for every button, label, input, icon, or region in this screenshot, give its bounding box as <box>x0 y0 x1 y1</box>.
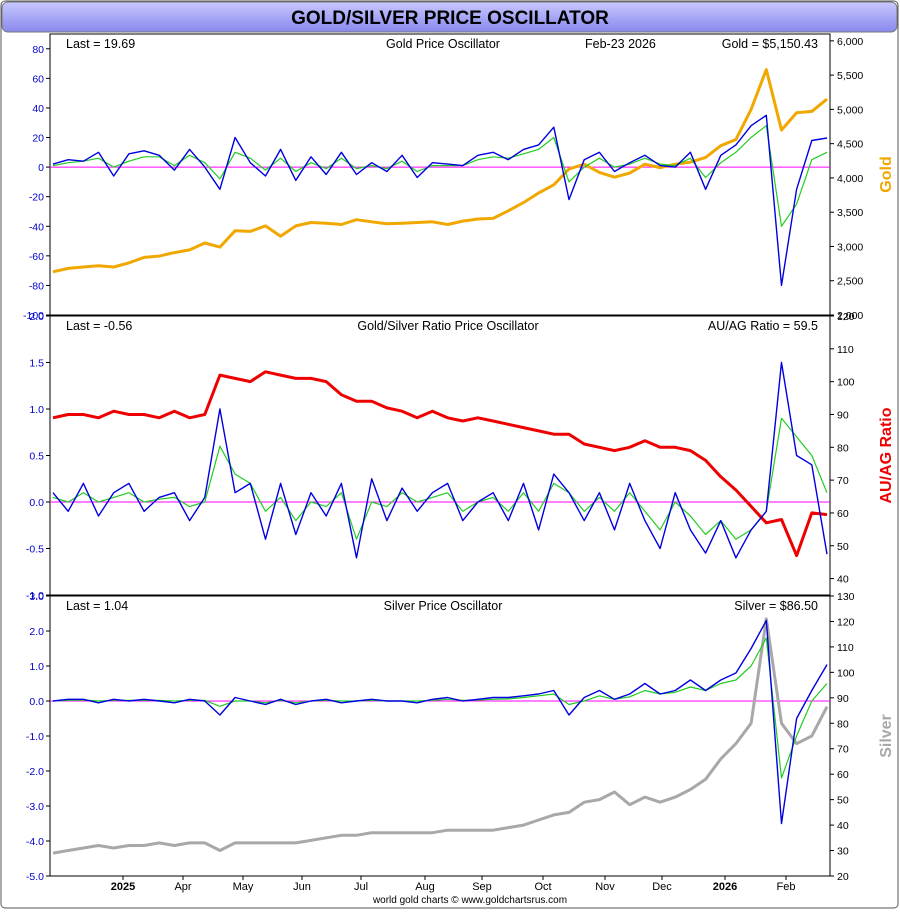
x-tick-label: 2025 <box>111 881 135 893</box>
right-tick-label: 110 <box>837 344 854 356</box>
x-tick-label: 2026 <box>713 881 737 893</box>
right-tick-label: 120 <box>837 616 855 628</box>
right-tick-label: 5,500 <box>837 70 863 82</box>
right-tick-label: 80 <box>837 718 849 730</box>
x-tick-label: Jun <box>293 881 311 893</box>
panel-title: Gold/Silver Ratio Price Oscillator <box>357 319 538 333</box>
right-tick-label: 60 <box>837 769 849 781</box>
left-tick-label: 1.0 <box>29 404 44 416</box>
left-tick-label: -1.0 <box>26 590 44 602</box>
right-tick-label: 20 <box>837 871 849 883</box>
right-tick-label: 90 <box>837 409 849 421</box>
price-value-label: Gold = $5,150.43 <box>722 37 818 51</box>
right-tick-label: 50 <box>837 795 849 807</box>
left-tick-label: -5.0 <box>26 871 44 883</box>
oscillator-series-line <box>52 619 828 825</box>
right-tick-label: 60 <box>837 508 849 520</box>
x-tick-label: May <box>233 881 254 893</box>
left-tick-label: 60 <box>32 73 44 85</box>
left-tick-label: -0.5 <box>26 544 44 556</box>
right-tick-label: 2,000 <box>837 310 863 322</box>
right-axis-title: AU/AG Ratio <box>878 407 895 503</box>
signal-series-line <box>52 417 828 540</box>
x-tick-label: Nov <box>595 881 615 893</box>
left-tick-label: -20 <box>29 192 44 204</box>
right-tick-label: 30 <box>837 846 849 858</box>
plot-area <box>49 315 831 596</box>
left-tick-label: 40 <box>32 103 44 115</box>
left-tick-label: 0.0 <box>29 696 44 708</box>
right-axis-title: Gold <box>878 156 895 192</box>
last-value-label: Last = 1.04 <box>66 599 128 613</box>
left-tick-label: 2.0 <box>29 311 44 323</box>
left-tick-label: -40 <box>29 221 44 233</box>
x-tick-label: Jul <box>354 881 368 893</box>
last-value-label: Last = -0.56 <box>66 319 132 333</box>
chart-title: GOLD/SILVER PRICE OSCILLATOR <box>291 8 609 29</box>
panel-1: 80 60 40 20 0 -20 -40 -60 -80 -100 6,000 5,500 5,000… <box>23 33 895 322</box>
left-tick-label: -2.0 <box>26 766 44 778</box>
title-bar <box>1 1 898 33</box>
right-tick-label: 3,500 <box>837 207 863 219</box>
right-tick-label: 4,000 <box>837 173 863 185</box>
left-tick-label: 1.0 <box>29 661 44 673</box>
left-tick-label: -80 <box>29 280 44 292</box>
last-value-label: Last = 19.69 <box>66 37 135 51</box>
panel-title: Gold Price Oscillator <box>386 37 500 51</box>
right-tick-label: 90 <box>837 693 849 705</box>
right-tick-label: 6,000 <box>837 36 863 48</box>
right-tick-label: 110 <box>837 642 854 654</box>
left-tick-label: 2.0 <box>29 626 44 638</box>
x-tick-label: Aug <box>415 881 435 893</box>
right-tick-label: 3,000 <box>837 241 863 253</box>
right-tick-label: 80 <box>837 442 849 454</box>
right-tick-label: 4,500 <box>837 139 863 151</box>
right-tick-label: 2,500 <box>837 276 863 288</box>
right-tick-label: 70 <box>837 475 849 487</box>
right-tick-label: 50 <box>837 541 849 553</box>
price-value-label: Silver = $86.50 <box>734 599 818 613</box>
right-tick-label: 70 <box>837 744 849 756</box>
right-tick-label: 40 <box>837 574 849 586</box>
plot-area <box>49 595 831 877</box>
left-tick-label: -1.0 <box>26 731 44 743</box>
oscillator-series-line <box>52 114 828 287</box>
x-tick-label: Apr <box>174 881 191 893</box>
left-tick-label: -4.0 <box>26 836 44 848</box>
right-tick-label: 120 <box>837 311 855 323</box>
oscillator-series-line <box>52 361 828 559</box>
left-tick-label: 80 <box>32 44 44 56</box>
price-series-line <box>52 68 828 274</box>
x-tick-label: Dec <box>652 881 672 893</box>
left-tick-label: 0 <box>38 162 44 174</box>
right-tick-label: 130 <box>837 591 855 603</box>
panel-3: 3.0 2.0 1.0 0.0 -1.0 -2.0 -3.0 -4.0 -5.0 130 120 11… <box>26 591 895 883</box>
left-tick-label: 3.0 <box>29 591 44 603</box>
left-tick-label: 20 <box>32 133 44 145</box>
right-tick-label: 100 <box>837 667 855 679</box>
right-tick-label: 5,000 <box>837 104 863 116</box>
left-tick-label: 0.0 <box>29 497 44 509</box>
plot-area <box>49 33 831 316</box>
right-tick-label: 40 <box>837 820 849 832</box>
price-series-line <box>52 617 829 855</box>
right-axis-title: Silver <box>878 714 895 758</box>
left-tick-label: -100 <box>23 310 44 322</box>
x-tick-label: Feb <box>777 881 796 893</box>
x-tick-label: Oct <box>534 881 551 893</box>
price-value-label: AU/AG Ratio = 59.5 <box>708 319 818 333</box>
left-tick-label: -60 <box>29 251 44 263</box>
left-tick-label: -3.0 <box>26 801 44 813</box>
left-tick-label: 1.5 <box>29 358 44 370</box>
x-tick-label: Sep <box>472 881 492 893</box>
panel-title: Silver Price Oscillator <box>384 599 503 613</box>
left-tick-label: 0.5 <box>29 451 44 463</box>
date-label: Feb-23 2026 <box>585 37 656 51</box>
footer-credit: world gold charts © www.goldchartsrus.co… <box>372 895 567 906</box>
right-tick-label: 100 <box>837 377 855 389</box>
price-series-line <box>52 370 828 558</box>
panel-2: 2.0 1.5 1.0 0.5 0.0 -0.5 -1.0 120 110 100 90 80 70 60… <box>26 311 895 602</box>
